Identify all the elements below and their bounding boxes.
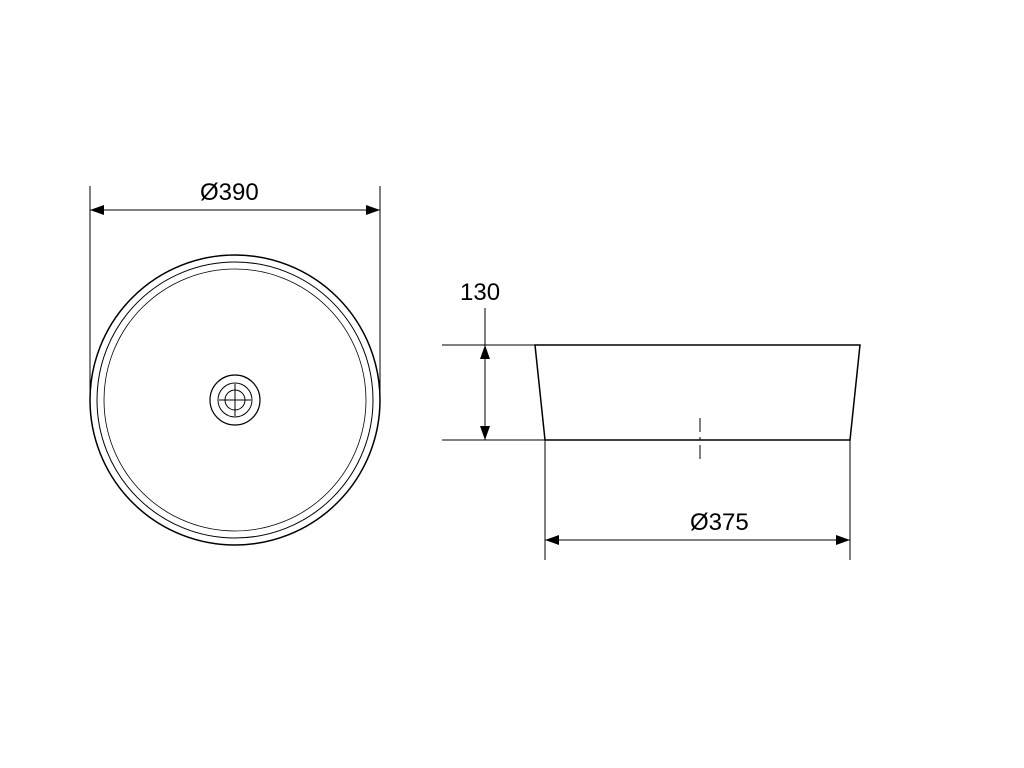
dim375-arrow-left: [545, 535, 559, 545]
dim390-arrow-right: [366, 205, 380, 215]
top-view: Ø390: [90, 179, 380, 545]
side-view: 130 Ø375: [442, 279, 860, 560]
dim375-arrow-right: [836, 535, 850, 545]
dim130-label: 130: [460, 279, 500, 306]
technical-drawing: Ø390 130 Ø375: [0, 0, 1024, 768]
basin-profile: [535, 345, 860, 440]
dim390-label: Ø390: [200, 179, 259, 206]
dim390-arrow-left: [90, 205, 104, 215]
dim130-arrow-top: [480, 345, 490, 359]
dim130-arrow-bottom: [480, 426, 490, 440]
dim375-label: Ø375: [690, 509, 749, 536]
